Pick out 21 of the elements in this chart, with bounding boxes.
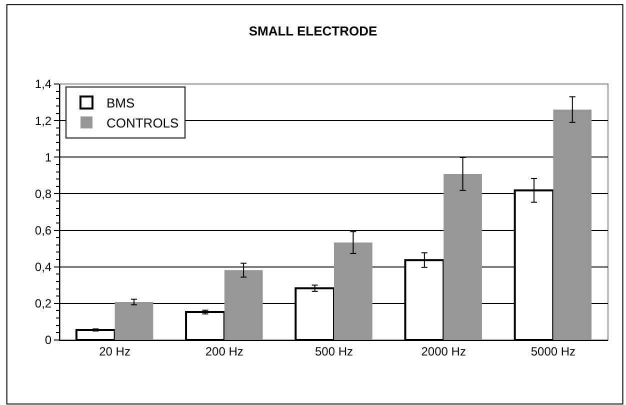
legend-label: BMS bbox=[106, 96, 135, 111]
y-tick-label: 1,4 bbox=[34, 77, 52, 92]
y-tick-label: 0 bbox=[44, 333, 52, 348]
legend-label: CONTROLS bbox=[106, 115, 180, 130]
x-tick-label: 20 Hz bbox=[99, 344, 130, 358]
y-tick-label: 0,2 bbox=[34, 296, 52, 311]
y-tick-label: 1,2 bbox=[34, 114, 52, 128]
bar bbox=[334, 242, 372, 340]
y-tick-label: 0,4 bbox=[34, 260, 52, 274]
bar bbox=[444, 174, 482, 340]
bar bbox=[114, 302, 154, 340]
y-tick-label: 0,6 bbox=[34, 223, 52, 238]
x-tick-label: 2000 Hz bbox=[421, 344, 466, 358]
bar bbox=[553, 110, 592, 340]
bar bbox=[224, 270, 263, 340]
y-tick-label: 0,8 bbox=[34, 186, 52, 201]
x-tick-label: 200 Hz bbox=[205, 344, 244, 358]
chart-title: SMALL ELECTRODE bbox=[248, 23, 378, 38]
x-tick-label: 500 Hz bbox=[314, 344, 354, 358]
y-tick-label: 1 bbox=[44, 150, 52, 164]
x-tick-label: 5000 Hz bbox=[530, 344, 576, 358]
